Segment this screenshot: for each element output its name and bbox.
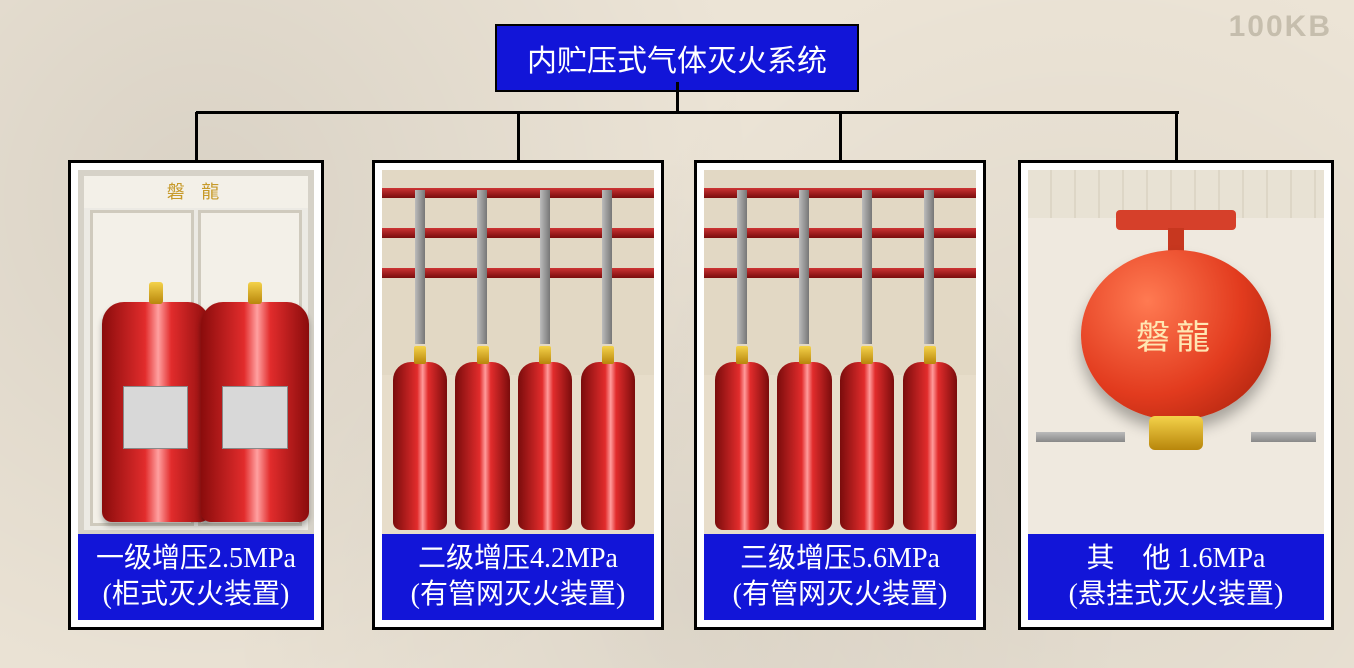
panel-illustration: 磐 龍 bbox=[78, 170, 314, 536]
caption-line2: (有管网灭火装置) bbox=[382, 577, 654, 613]
panel-caption: 其 他 1.6MPa(悬挂式灭火装置) bbox=[1028, 534, 1324, 620]
caption-line2: (悬挂式灭火装置) bbox=[1028, 577, 1324, 613]
connector-line bbox=[839, 112, 842, 160]
caption-line1: 三级增压5.6MPa bbox=[704, 541, 976, 577]
panel-illustration bbox=[382, 170, 654, 536]
connector-line bbox=[517, 112, 520, 160]
panel-p2: 二级增压4.2MPa(有管网灭火装置) bbox=[372, 160, 664, 630]
caption-line1: 其 他 1.6MPa bbox=[1028, 541, 1324, 577]
panel-illustration: 磐龍 bbox=[1028, 170, 1324, 536]
panel-p3: 三级增压5.6MPa(有管网灭火装置) bbox=[694, 160, 986, 630]
caption-line2: (柜式灭火装置) bbox=[78, 577, 314, 613]
caption-line2: (有管网灭火装置) bbox=[704, 577, 976, 613]
brand-label: 磐 龍 bbox=[84, 176, 308, 208]
panel-caption: 二级增压4.2MPa(有管网灭火装置) bbox=[382, 534, 654, 620]
panel-caption: 三级增压5.6MPa(有管网灭火装置) bbox=[704, 534, 976, 620]
connector-line bbox=[1175, 112, 1178, 160]
connector-line bbox=[676, 82, 679, 112]
panel-caption: 一级增压2.5MPa(柜式灭火装置) bbox=[78, 534, 314, 620]
connector-line bbox=[195, 112, 198, 160]
caption-line1: 一级增压2.5MPa bbox=[78, 541, 314, 577]
sphere-brand: 磐龍 bbox=[1028, 310, 1324, 359]
diagram-stage: { "type": "tree", "canvas": { "width": 1… bbox=[0, 0, 1354, 668]
connector-line bbox=[196, 111, 1179, 114]
panel-p1: 磐 龍一级增压2.5MPa(柜式灭火装置) bbox=[68, 160, 324, 630]
caption-line1: 二级增压4.2MPa bbox=[382, 541, 654, 577]
panel-p4: 磐龍其 他 1.6MPa(悬挂式灭火装置) bbox=[1018, 160, 1334, 630]
watermark-text: 100KB bbox=[1229, 10, 1332, 44]
panel-illustration bbox=[704, 170, 976, 536]
